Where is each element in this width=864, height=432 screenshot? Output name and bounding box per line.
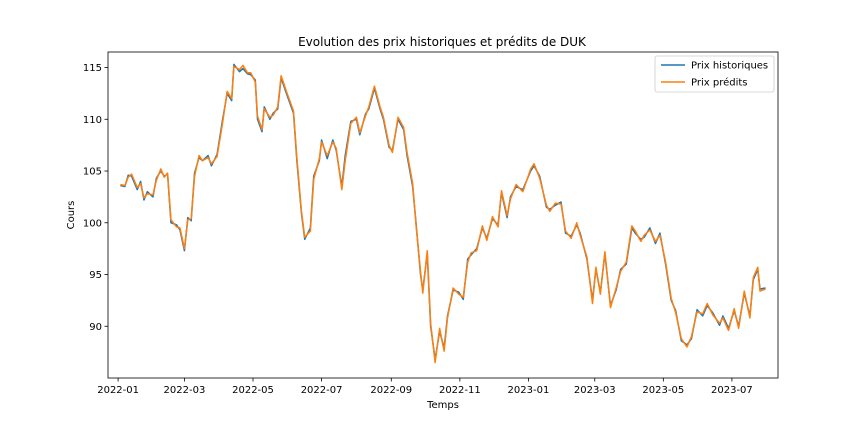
- y-axis-title: Cours: [66, 201, 77, 230]
- chart-title: Evolution des prix historiques et prédit…: [298, 35, 587, 49]
- plot-lines: [120, 63, 766, 364]
- x-tick-label: 2022-05: [232, 385, 274, 396]
- x-tick-label: 2023-07: [711, 385, 753, 396]
- y-tick-label: 115: [83, 63, 102, 74]
- legend-label-historical: Prix historiques: [691, 61, 768, 72]
- y-tick-label: 110: [83, 115, 102, 126]
- y-axis: 90 95 100 105 110 115: [83, 63, 108, 333]
- series-line-1: [120, 64, 766, 364]
- legend: Prix historiques Prix prédits: [654, 55, 775, 93]
- x-tick-label: 2022-03: [164, 385, 206, 396]
- y-tick-label: 95: [89, 270, 102, 281]
- x-tick-label: 2023-01: [508, 385, 550, 396]
- y-tick-label: 100: [83, 218, 102, 229]
- legend-label-predicted: Prix prédits: [691, 77, 748, 89]
- y-tick-label: 105: [83, 167, 102, 178]
- y-tick-label: 90: [89, 322, 102, 333]
- x-axis: 2022-01 2022-03 2022-05 2022-07 2022-09 2022-…: [97, 378, 753, 396]
- x-tick-label: 2022-07: [301, 385, 343, 396]
- x-tick-label: 2022-01: [97, 385, 139, 396]
- plot-frame: [107, 51, 779, 379]
- x-tick-label: 2022-09: [370, 385, 412, 396]
- x-tick-label: 2023-05: [642, 385, 684, 396]
- x-tick-label: 2022-11: [439, 385, 481, 396]
- x-tick-label: 2023-03: [574, 385, 616, 396]
- x-axis-title: Temps: [426, 400, 459, 411]
